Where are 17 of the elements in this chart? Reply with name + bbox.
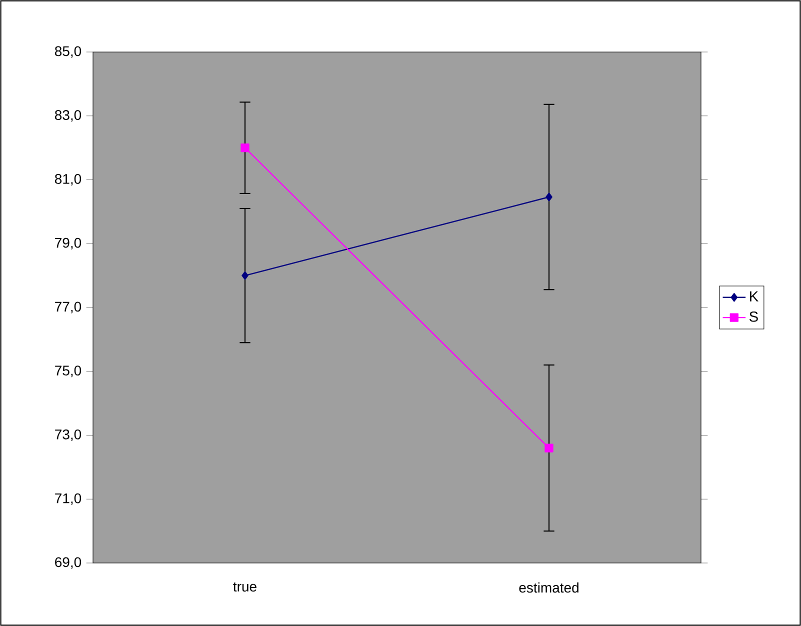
y-tick-label: 77,0 bbox=[55, 302, 82, 314]
point bbox=[546, 192, 552, 202]
y-tick-label: 79,0 bbox=[55, 238, 82, 250]
y-tick-label: 69,0 bbox=[55, 557, 82, 569]
y-tick-label: 71,0 bbox=[55, 493, 82, 505]
y-tick-label: 83,0 bbox=[54, 110, 82, 122]
y-tick-label: 85,0 bbox=[54, 46, 82, 58]
x-tick-label: estimated bbox=[519, 582, 578, 593]
y-tick-label: 75,0 bbox=[55, 366, 82, 378]
y-tick-label: 81,0 bbox=[54, 174, 82, 186]
point bbox=[242, 271, 248, 280]
legend-label: K bbox=[750, 291, 758, 302]
legend-label: S bbox=[749, 311, 758, 322]
x-tick-label: true bbox=[233, 582, 256, 592]
point bbox=[544, 444, 554, 452]
point bbox=[240, 143, 250, 152]
y-tick-label: 73,0 bbox=[55, 429, 82, 442]
